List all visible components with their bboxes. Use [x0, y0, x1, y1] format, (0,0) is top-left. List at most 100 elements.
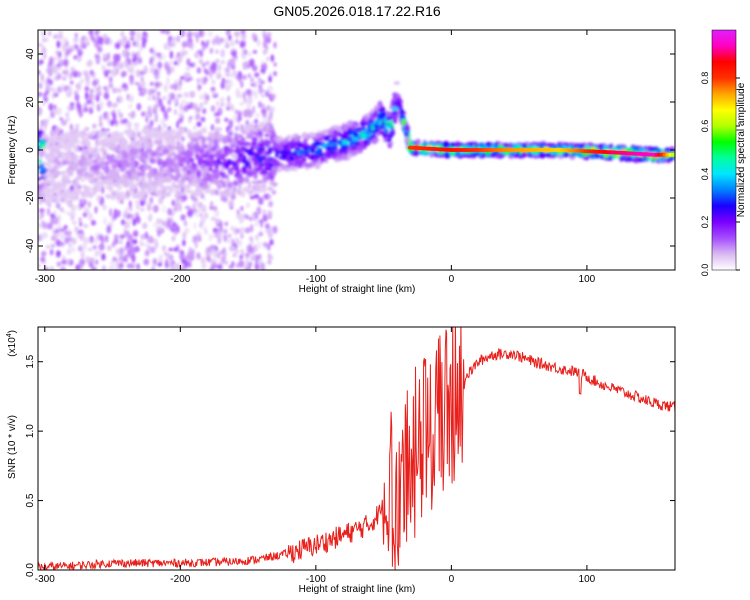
- spectrogram-cell: [598, 143, 604, 150]
- spectrogram-cell: [120, 199, 124, 205]
- spectrogram-cell: [177, 185, 183, 189]
- spectrogram-cell: [125, 206, 129, 212]
- spectrogram-cell: [173, 247, 179, 252]
- spectrogram-cell: [170, 168, 175, 173]
- spectrogram-cell: [45, 67, 51, 74]
- spectrogram-cell: [73, 191, 80, 196]
- spectrogram-cell: [89, 69, 94, 76]
- spectrogram-cell: [225, 70, 231, 78]
- spectrogram-cell: [210, 86, 216, 92]
- spectrogram-cell: [126, 132, 134, 138]
- spectrogram-cell: [108, 82, 114, 89]
- spectrogram-cell: [260, 108, 266, 114]
- spectrogram-cell: [64, 119, 69, 124]
- spectrogram-cell: [124, 60, 129, 69]
- spectrogram-cell: [227, 191, 232, 197]
- spectrogram-cell: [113, 53, 118, 62]
- spectrogram-cell: [98, 37, 104, 46]
- spectrogram-cell: [106, 100, 113, 108]
- spectrogram-cell: [186, 169, 191, 175]
- spectrogram-cell: [386, 115, 393, 121]
- spectrogram-cell: [638, 156, 643, 163]
- spectrogram-cell: [330, 154, 335, 159]
- spectrogram-cell: [132, 230, 139, 238]
- spectrogram-cell: [102, 130, 107, 136]
- spectrogram-cell: [383, 133, 391, 138]
- spectrogram-cell: [282, 164, 288, 170]
- spectrogram-cell: [114, 66, 119, 72]
- spectrogram-cell: [227, 95, 231, 103]
- spectrogram-cell: [256, 39, 261, 47]
- spectrogram-cell: [124, 122, 129, 128]
- spectrogram-cell: [378, 124, 385, 130]
- spectrogram-cell: [237, 183, 242, 190]
- spectrogram-cell: [230, 104, 235, 112]
- spectrogram-cell: [216, 264, 223, 270]
- spectrogram-cell: [163, 251, 169, 257]
- spectrogram-cell: [149, 188, 155, 193]
- spectrogram-cell: [255, 184, 262, 191]
- spectrogram-cell: [135, 40, 140, 48]
- spectrogram-cell: [162, 109, 169, 115]
- spectrogram-cell: [90, 266, 97, 270]
- spectrogram-cell: [38, 145, 41, 151]
- spectrogram-cell: [46, 189, 51, 197]
- x-tick-label: -200: [170, 274, 190, 285]
- spectrogram-cell: [142, 31, 147, 36]
- spectrogram-cell: [260, 103, 265, 111]
- spectrogram-cell: [108, 76, 113, 83]
- spectrogram-cell: [563, 152, 569, 158]
- spectrogram-cell: [158, 98, 163, 106]
- spectrogram-cell: [106, 225, 112, 234]
- spectrogram-cell: [129, 233, 133, 243]
- spectrogram-cell: [118, 176, 123, 183]
- snr-axes: -300 -200 -100 0 100 0.0 0.5 1.0 1.5: [25, 327, 675, 585]
- spectrogram-cell: [185, 149, 193, 154]
- spectrogram-cell: [214, 209, 220, 217]
- spectrogram-cell: [303, 162, 309, 167]
- spectrogram-cell: [256, 206, 262, 215]
- spectrogram-cell: [556, 144, 563, 148]
- spectrogram-cell: [118, 140, 123, 144]
- spectrogram-cell: [213, 133, 220, 138]
- spectrogram-cell: [79, 155, 86, 161]
- spectrogram-cell: [108, 40, 114, 45]
- spectrogram-cell: [237, 76, 242, 83]
- spectrogram-cell: [65, 259, 71, 265]
- spectrogram-cell: [399, 115, 406, 120]
- spectrogram-cell: [100, 175, 107, 180]
- spectrogram-cell: [167, 99, 172, 106]
- spectrogram-cell: [103, 217, 107, 226]
- spectrogram-cell: [100, 185, 105, 195]
- spectrogram-cell: [250, 214, 256, 221]
- spectrogram-cell: [211, 66, 217, 74]
- spectrogram-cell: [137, 56, 143, 65]
- spectrogram-cell: [121, 195, 126, 200]
- spectrogram-cell: [442, 141, 450, 149]
- spectrogram-cell: [130, 139, 134, 145]
- spectrogram-cell: [209, 47, 214, 54]
- spectrogram-cell: [121, 49, 127, 58]
- spectrogram-cell: [389, 126, 395, 131]
- spectrogram-cell: [94, 206, 98, 214]
- spectrogram-cell: [198, 58, 204, 64]
- spectrogram-cell: [262, 49, 268, 55]
- spectrogram-cell: [77, 71, 82, 78]
- spectrogram-cell: [235, 145, 240, 151]
- spectrogram-cell: [265, 229, 271, 234]
- spectrogram-cell: [251, 180, 257, 184]
- spectrogram-cell: [172, 36, 177, 42]
- spectrogram-cell: [210, 216, 217, 221]
- spectrogram-cell: [243, 186, 249, 192]
- spectrogram-cell: [187, 40, 193, 48]
- spectrogram-cell: [114, 168, 120, 175]
- spectrogram-cell: [86, 99, 92, 105]
- spectrogram-cell: [152, 238, 158, 244]
- spectrogram-cell: [86, 185, 91, 193]
- spectrogram-cell: [273, 133, 277, 139]
- spectrogram-cell: [257, 253, 262, 261]
- spectrogram-cell: [61, 182, 68, 189]
- spectrogram-cell: [576, 152, 582, 158]
- spectrogram-cell: [79, 233, 84, 241]
